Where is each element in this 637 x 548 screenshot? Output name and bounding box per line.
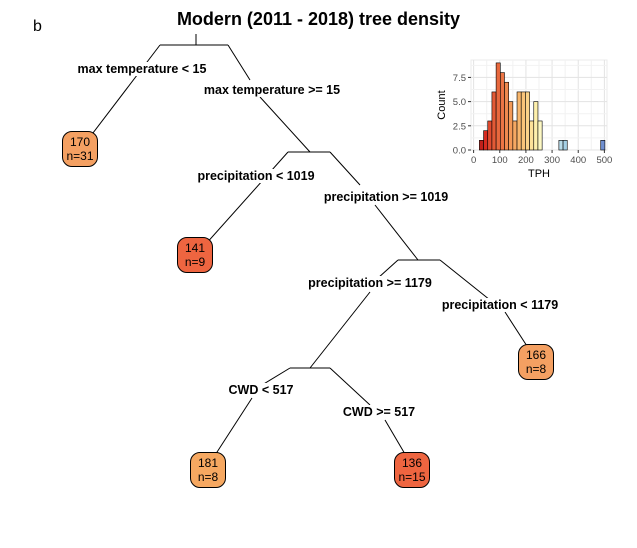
panel-label: b xyxy=(33,18,42,35)
leaf-value: 181 xyxy=(197,456,219,470)
root-right-edge-2 xyxy=(259,96,311,153)
histogram-bar xyxy=(512,120,518,151)
x-tick-label: 400 xyxy=(570,155,586,166)
x-tick-label: 300 xyxy=(544,155,560,166)
histogram-bar xyxy=(508,101,514,151)
node2-right-edge-2 xyxy=(374,204,419,261)
node4-left-edge xyxy=(261,367,291,386)
histogram-bar xyxy=(600,140,606,151)
y-tick-label: 2.5 xyxy=(453,121,466,132)
leaf-node: 136 n=15 xyxy=(394,452,430,488)
histogram-bar xyxy=(525,91,530,151)
split-max-temp-ge-15: max temperature >= 15 xyxy=(202,83,342,97)
leaf-node: 170 n=31 xyxy=(62,131,98,167)
leaf-value: 141 xyxy=(184,241,206,255)
histogram-bar xyxy=(483,130,489,151)
histogram-bar xyxy=(529,120,535,151)
x-tick-label: 100 xyxy=(492,155,508,166)
node3-right-edge xyxy=(439,259,491,301)
leaf-count: n=8 xyxy=(197,470,219,484)
split-cwd-lt-517: CWD < 517 xyxy=(227,383,295,397)
histogram-bar xyxy=(495,62,501,151)
node2-right-edge xyxy=(329,151,361,186)
y-tick-label: 7.5 xyxy=(453,73,466,84)
split-precip-ge-1019: precipitation >= 1019 xyxy=(322,190,450,204)
x-tick-label: 200 xyxy=(518,155,534,166)
y-tick-label: 5.0 xyxy=(453,97,466,108)
histogram-bar xyxy=(504,81,509,151)
histogram-bar xyxy=(558,140,564,151)
histogram-bar xyxy=(537,120,543,151)
leaf-node: 181 n=8 xyxy=(190,452,226,488)
histogram-bar xyxy=(562,140,568,151)
leaf-node: 166 n=8 xyxy=(518,344,554,380)
histogram-x-ticks: 0 100 200 300 400 500 xyxy=(471,150,612,166)
leaf-value: 136 xyxy=(401,456,423,470)
leaf-value: 166 xyxy=(525,348,547,362)
histogram-bar xyxy=(491,91,497,151)
node3-left-edge xyxy=(377,259,399,279)
histogram-bar xyxy=(479,140,484,151)
x-tick-label: 500 xyxy=(596,155,612,166)
node3-left-edge-2 xyxy=(309,291,371,369)
y-tick-label: 0.0 xyxy=(453,146,466,157)
histogram-y-label: Count xyxy=(436,90,448,119)
histogram-bar xyxy=(487,120,493,151)
split-precip-lt-1019: precipitation < 1019 xyxy=(196,169,316,183)
split-max-temp-lt-15: max temperature < 15 xyxy=(76,62,208,76)
node4-right-edge xyxy=(329,367,371,406)
split-cwd-ge-517: CWD >= 517 xyxy=(341,405,417,419)
root-right-edge xyxy=(227,44,251,81)
histogram-y-ticks: 0.0 2.5 5.0 7.5 xyxy=(453,73,471,157)
x-tick-label: 0 xyxy=(471,155,476,166)
histogram-bar xyxy=(499,72,505,151)
histogram-x-label: TPH xyxy=(528,168,550,180)
leaf-count: n=31 xyxy=(66,149,94,163)
histogram-bar xyxy=(516,91,522,151)
histogram-bar xyxy=(533,101,539,151)
diagram-title: Modern (2011 - 2018) tree density xyxy=(176,9,461,29)
histogram-bar xyxy=(520,91,526,151)
leaf-value: 170 xyxy=(69,135,91,149)
split-precip-ge-1179: precipitation >= 1179 xyxy=(307,276,433,290)
leaf-count: n=9 xyxy=(184,255,206,269)
leaf-count: n=8 xyxy=(525,362,547,376)
histogram-bars xyxy=(479,62,606,151)
leaf-node: 141 n=9 xyxy=(177,237,213,273)
split-precip-lt-1179: precipitation < 1179 xyxy=(440,298,560,312)
leaf-count: n=15 xyxy=(398,470,426,484)
